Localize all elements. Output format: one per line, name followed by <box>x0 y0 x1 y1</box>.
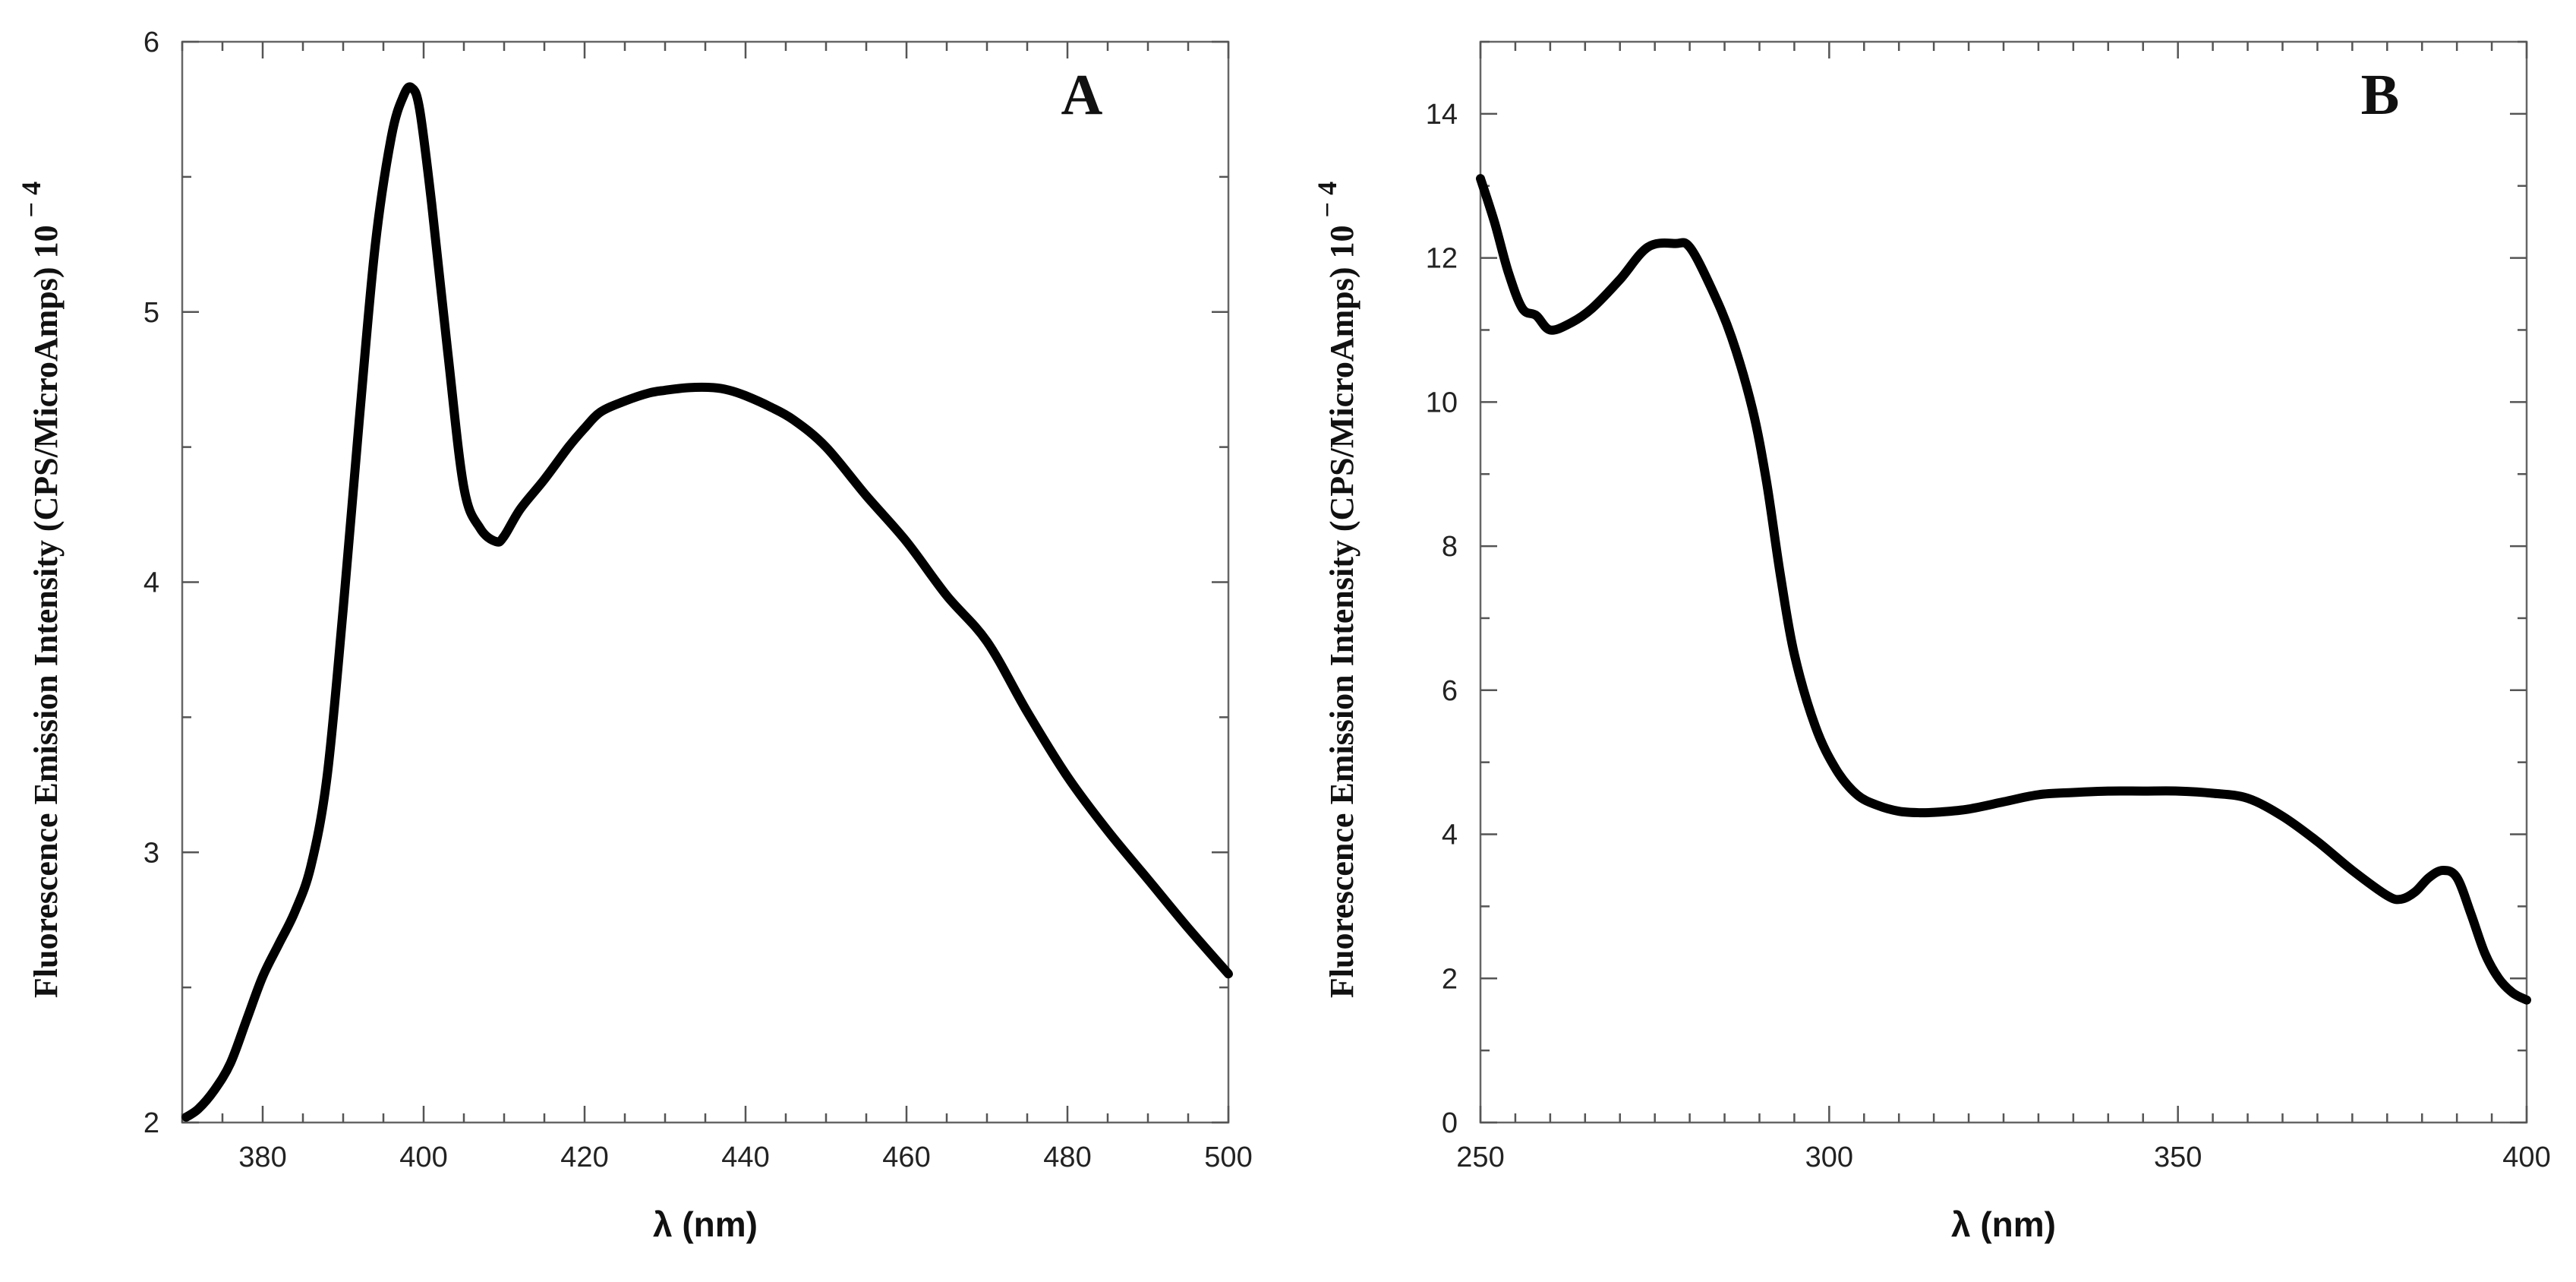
x-axis-label: λ (nm) <box>1951 1205 2056 1244</box>
x-tick-label: 400 <box>399 1141 447 1173</box>
y-axis-label-exponent: − 4 <box>1312 182 1342 218</box>
y-axis-label-text: Fluorescence Emission Intensity (CPS/Mic… <box>27 225 65 998</box>
plot-frame <box>181 40 1230 1124</box>
x-tick-label: 480 <box>1043 1141 1091 1173</box>
y-tick-label: 8 <box>1442 531 1458 563</box>
x-tick-label: 440 <box>721 1141 769 1173</box>
y-tick-label: 5 <box>143 297 159 329</box>
y-axis-label: Fluorescence Emission Intensity (CPS/Mic… <box>16 182 65 998</box>
panel-letter: A <box>1061 63 1103 127</box>
y-axis-label-exponent: − 4 <box>16 182 46 218</box>
x-tick-label: 420 <box>560 1141 608 1173</box>
y-axis-label: Fluorescence Emission Intensity (CPS/Mic… <box>1312 182 1361 998</box>
y-tick-label: 10 <box>1426 387 1458 418</box>
y-tick-label: 4 <box>143 567 159 599</box>
y-axis-label-text: Fluorescence Emission Intensity (CPS/Mic… <box>1323 225 1361 998</box>
y-tick-label: 0 <box>1442 1107 1458 1139</box>
y-tick-label: 6 <box>143 27 159 58</box>
series-line-excitation <box>1476 174 2531 1005</box>
y-tick-label: 3 <box>143 837 159 869</box>
y-tick-label: 2 <box>1442 963 1458 995</box>
series-line-emission <box>181 82 1233 1122</box>
x-tick-label: 300 <box>1805 1141 1853 1173</box>
y-tick-label: 14 <box>1426 99 1458 131</box>
panel-letter: B <box>2361 63 2400 127</box>
x-tick-label: 500 <box>1204 1141 1252 1173</box>
x-axis-label: λ (nm) <box>653 1205 758 1244</box>
plot-frame <box>1479 40 2528 1124</box>
x-tick-label: 350 <box>2154 1141 2202 1173</box>
x-tick-label: 460 <box>882 1141 930 1173</box>
panel-b: 250 300 350 400 0 2 4 6 8 10 12 14 λ (nm) Fluorescenc… <box>1312 40 2551 1244</box>
x-tick-label: 380 <box>238 1141 286 1173</box>
y-tick-label: 12 <box>1426 243 1458 275</box>
y-tick-label: 6 <box>1442 675 1458 707</box>
y-tick-label: 2 <box>143 1107 159 1139</box>
x-tick-label: 250 <box>1456 1141 1504 1173</box>
panel-a: 380 400 420 440 460 480 500 2 3 4 5 6 λ (nm) Fluoresc… <box>16 27 1253 1244</box>
x-tick-label: 400 <box>2502 1141 2550 1173</box>
y-tick-label: 4 <box>1442 819 1458 851</box>
